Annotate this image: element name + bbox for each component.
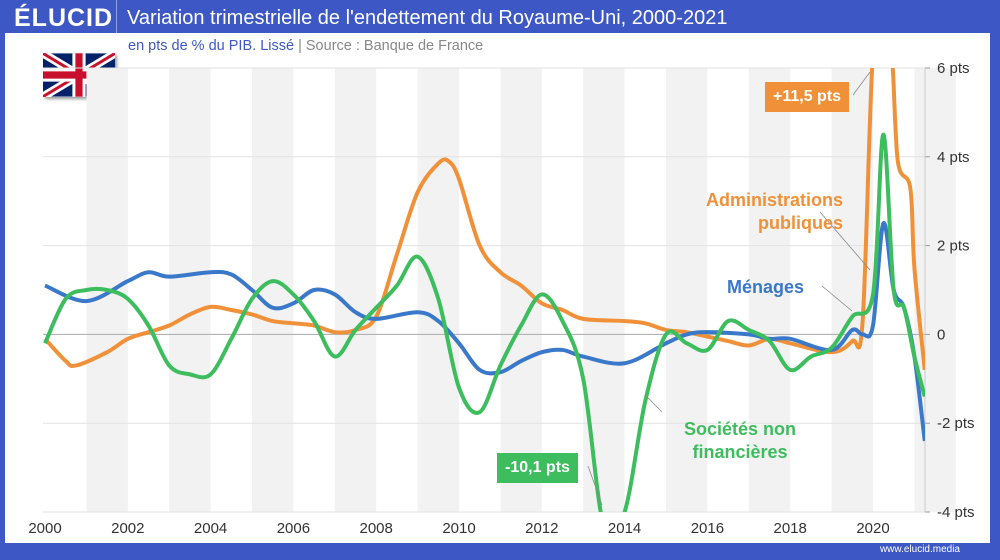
y-tick-label: -2 pts: [937, 415, 975, 432]
annotation-peak-admin: +11,5 pts: [765, 82, 850, 112]
year-stripe: [500, 68, 542, 512]
x-tick-label: 2008: [360, 520, 393, 537]
footer-url: www.elucid.media: [879, 544, 960, 555]
y-tick-label: 2 pts: [937, 238, 970, 255]
x-tick-label: 2016: [691, 520, 724, 537]
label-line: financières: [692, 442, 788, 462]
year-stripe: [666, 68, 708, 512]
x-tick-label: 2012: [525, 520, 558, 537]
year-stripe: [914, 68, 956, 512]
annotation-trough-snf: -10,1 pts: [497, 453, 578, 483]
label-line: Administrations: [705, 190, 843, 210]
year-stripe: [417, 68, 459, 512]
year-stripe: [583, 68, 625, 512]
year-stripe: [169, 68, 211, 512]
leader-line: [819, 211, 871, 271]
leader-line: [644, 394, 663, 413]
year-stripe: [748, 68, 791, 512]
chart-title: Variation trimestrielle de l'endettement…: [127, 7, 728, 29]
legend-menages: Ménages: [727, 277, 805, 297]
leader-line: [587, 465, 603, 506]
unit-note: en pts de % du PIB. Lissé: [128, 38, 295, 54]
separator: |: [298, 38, 302, 54]
x-tick-label: 2018: [774, 520, 807, 537]
series-line-0: [44, 221, 925, 442]
elucid-logo: ÉLUCID: [14, 4, 114, 32]
y-tick-label: 0: [937, 326, 945, 343]
x-tick-label: 2020: [856, 520, 889, 537]
header-divider: [116, 0, 117, 33]
chart-subtitle: en pts de % du PIB. Lissé | Source : Ban…: [128, 38, 483, 54]
y-tick-label: 4 pts: [937, 149, 970, 166]
year-stripe: [831, 68, 873, 512]
y-tick-label: -4 pts: [937, 504, 975, 521]
label-line: publiques: [758, 213, 843, 233]
x-tick-label: 2014: [608, 520, 641, 537]
x-tick-label: 2000: [28, 520, 61, 537]
series-line-1: [43, 68, 925, 371]
x-tick-label: 2004: [194, 520, 227, 537]
year-stripe: [334, 68, 377, 512]
x-tick-label: 2006: [277, 520, 310, 537]
x-tick-label: 2002: [111, 520, 144, 537]
leader-line: [821, 285, 853, 312]
y-tick-label: 6 pts: [937, 60, 970, 77]
label-line: Sociétés non: [684, 419, 797, 439]
source-note: Source : Banque de France: [305, 38, 484, 54]
series-line-2: [43, 132, 925, 512]
legend-societes: Sociétés non financières: [684, 418, 796, 464]
legend-administrations: Administrations publiques: [706, 189, 843, 235]
x-tick-label: 2010: [442, 520, 475, 537]
leader-line: [852, 71, 871, 96]
